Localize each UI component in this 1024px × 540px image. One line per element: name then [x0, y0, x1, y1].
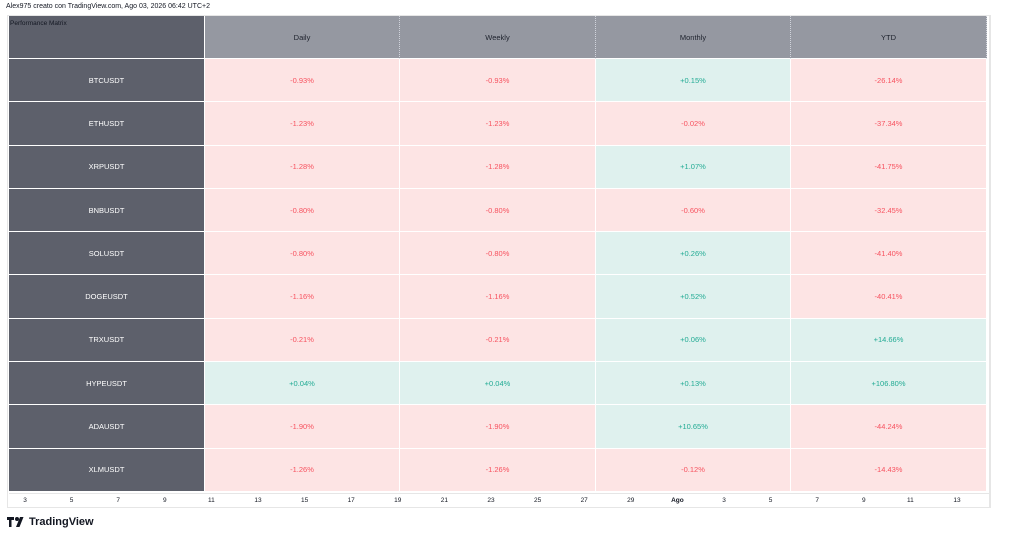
table-title: Performance Matrix	[9, 16, 205, 59]
row-symbol-bnbusdt: BNBUSDT	[9, 188, 205, 233]
cell-adausdt-daily: -1.90%	[205, 405, 400, 449]
column-header-monthly: Monthly	[596, 16, 791, 59]
time-axis-tick: 19	[394, 497, 402, 504]
time-axis-tick: 17	[347, 497, 355, 504]
time-axis-tick: Ago	[671, 497, 684, 504]
time-axis[interactable]: 3 5 7 9 11 13 15 17 19 21 23 25 27 29 Ago 3 5 7 9 11 13	[9, 493, 989, 507]
cell-trxusdt-weekly: -0.21%	[400, 318, 596, 363]
time-axis-tick: 5	[768, 497, 773, 504]
tradingview-brand: TradingView	[7, 516, 94, 528]
cell-xlmusdt-daily: -1.26%	[205, 448, 400, 492]
cell-btcusdt-monthly: +0.15%	[596, 59, 791, 103]
row-symbol-trxusdt: TRXUSDT	[9, 318, 205, 363]
time-axis-tick: 3	[23, 497, 27, 504]
cell-btcusdt-ytd: -26.14%	[791, 59, 987, 103]
column-header-ytd: YTD	[791, 16, 987, 59]
cell-dogeusdt-daily: -1.16%	[205, 275, 400, 319]
time-axis-tick: 9	[162, 497, 167, 504]
cell-bnbusdt-daily: -0.80%	[205, 188, 400, 233]
cell-btcusdt-weekly: -0.93%	[400, 59, 596, 103]
cell-solusdt-ytd: -41.40%	[791, 232, 987, 276]
cell-bnbusdt-ytd: -32.45%	[791, 188, 987, 233]
cell-ethusdt-monthly: -0.02%	[596, 102, 791, 146]
cell-xrpusdt-ytd: -41.75%	[791, 145, 987, 189]
time-axis-tick: 13	[254, 497, 262, 504]
performance-matrix-table: Performance Matrix Daily Weekly Monthly …	[9, 16, 989, 492]
row-symbol-adausdt: ADAUSDT	[9, 405, 205, 449]
cell-ethusdt-weekly: -1.23%	[400, 102, 596, 146]
cell-xrpusdt-weekly: -1.28%	[400, 145, 596, 189]
time-axis-tick: 11	[907, 497, 914, 504]
chart-attribution: Alex975 creato con TradingView.com, Ago …	[6, 3, 210, 10]
cell-solusdt-weekly: -0.80%	[400, 232, 596, 276]
cell-xlmusdt-monthly: -0.12%	[596, 448, 791, 492]
brand-name: TradingView	[29, 516, 94, 528]
cell-hypeusdt-weekly: +0.04%	[400, 362, 596, 406]
cell-solusdt-daily: -0.80%	[205, 232, 400, 276]
cell-trxusdt-ytd: +14.66%	[791, 318, 987, 363]
cell-ethusdt-daily: -1.23%	[205, 102, 400, 146]
time-axis-tick: 29	[627, 497, 635, 504]
row-symbol-solusdt: SOLUSDT	[9, 232, 205, 276]
cell-dogeusdt-ytd: -40.41%	[791, 275, 987, 319]
time-axis-tick: 13	[953, 497, 961, 504]
cell-hypeusdt-ytd: +106.80%	[791, 362, 987, 406]
row-symbol-dogeusdt: DOGEUSDT	[9, 275, 205, 319]
row-symbol-btcusdt: BTCUSDT	[9, 59, 205, 103]
time-axis-tick: 23	[487, 497, 495, 504]
cell-adausdt-weekly: -1.90%	[400, 405, 596, 449]
price-scale[interactable]	[989, 16, 991, 508]
tradingview-logo-icon	[7, 517, 25, 527]
cell-dogeusdt-monthly: +0.52%	[596, 275, 791, 319]
cell-xrpusdt-daily: -1.28%	[205, 145, 400, 189]
row-symbol-hypeusdt: HYPEUSDT	[9, 362, 205, 406]
cell-ethusdt-ytd: -37.34%	[791, 102, 987, 146]
cell-adausdt-ytd: -44.24%	[791, 405, 987, 449]
time-axis-tick: 7	[815, 497, 819, 504]
time-axis-tick: 27	[580, 497, 588, 504]
time-axis-tick: 5	[69, 497, 74, 504]
cell-xlmusdt-ytd: -14.43%	[791, 448, 987, 492]
cell-trxusdt-monthly: +0.06%	[596, 318, 791, 363]
cell-solusdt-monthly: +0.26%	[596, 232, 791, 276]
cell-btcusdt-daily: -0.93%	[205, 59, 400, 103]
cell-hypeusdt-daily: +0.04%	[205, 362, 400, 406]
cell-trxusdt-daily: -0.21%	[205, 318, 400, 363]
row-symbol-ethusdt: ETHUSDT	[9, 102, 205, 146]
time-axis-tick: 9	[861, 497, 866, 504]
cell-hypeusdt-monthly: +0.13%	[596, 362, 791, 406]
time-axis-tick: 21	[440, 497, 449, 504]
time-axis-tick: 15	[300, 497, 309, 504]
cell-xrpusdt-monthly: +1.07%	[596, 145, 791, 189]
row-symbol-xlmusdt: XLMUSDT	[9, 448, 205, 492]
column-header-weekly: Weekly	[400, 16, 596, 59]
cell-xlmusdt-weekly: -1.26%	[400, 448, 596, 492]
column-header-daily: Daily	[205, 16, 400, 59]
cell-bnbusdt-monthly: -0.60%	[596, 188, 791, 233]
time-axis-tick: 3	[722, 497, 726, 504]
cell-bnbusdt-weekly: -0.80%	[400, 188, 596, 233]
cell-adausdt-monthly: +10.65%	[596, 405, 791, 449]
cell-dogeusdt-weekly: -1.16%	[400, 275, 596, 319]
time-axis-tick: 7	[116, 497, 120, 504]
time-axis-tick: 11	[208, 497, 215, 504]
row-symbol-xrpusdt: XRPUSDT	[9, 145, 205, 189]
time-axis-tick: 25	[533, 497, 542, 504]
